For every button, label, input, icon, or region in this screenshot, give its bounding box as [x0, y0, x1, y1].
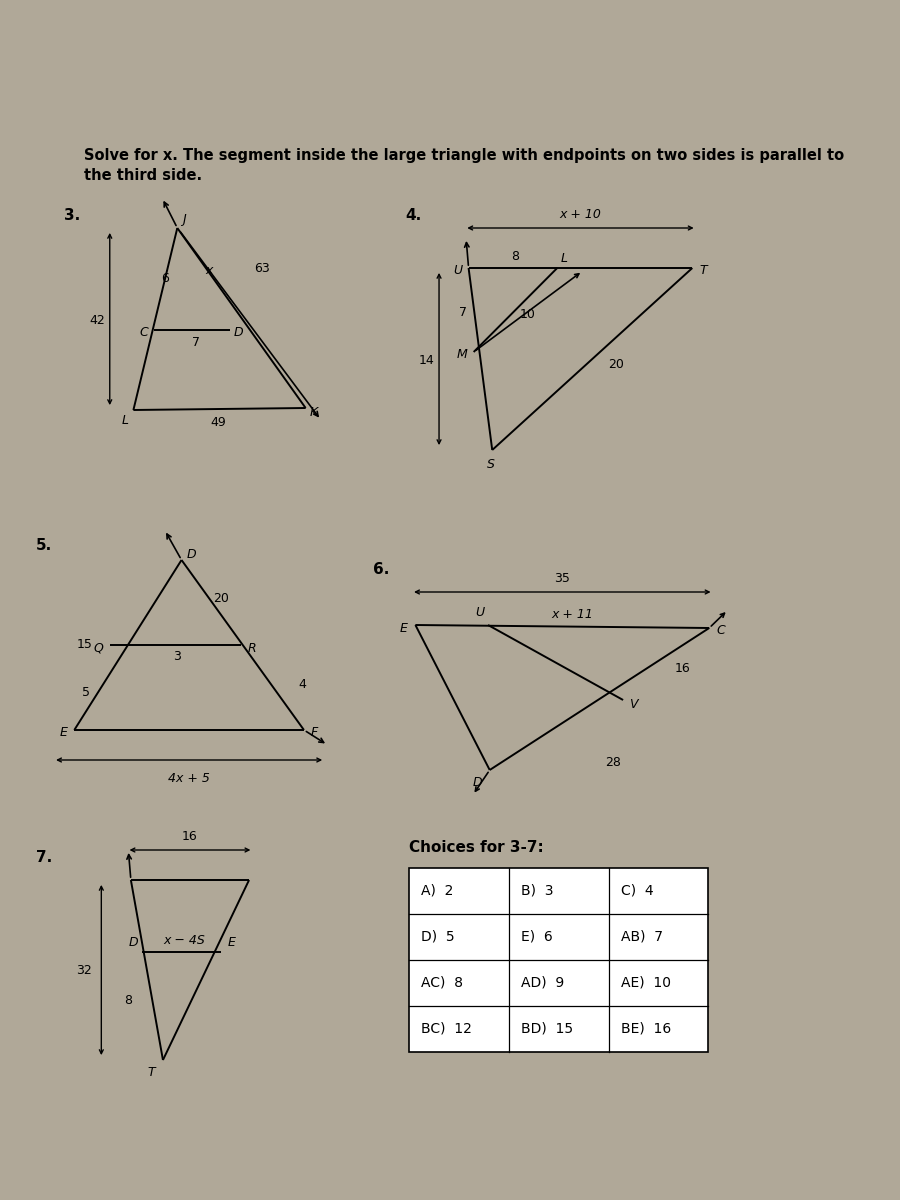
Text: BD)  15: BD) 15 — [521, 1022, 573, 1036]
Text: 7: 7 — [459, 306, 467, 319]
Text: 16: 16 — [182, 830, 198, 844]
Text: Solve for x. The segment inside the large triangle with endpoints on two sides i: Solve for x. The segment inside the larg… — [85, 148, 844, 163]
Text: 8: 8 — [511, 250, 519, 263]
Text: 20: 20 — [608, 359, 625, 372]
Text: E: E — [400, 622, 408, 635]
Text: 6.: 6. — [374, 563, 390, 577]
Text: 10: 10 — [520, 308, 536, 322]
Text: E: E — [59, 726, 68, 739]
Text: 28: 28 — [605, 756, 621, 768]
Text: BC)  12: BC) 12 — [421, 1022, 473, 1036]
Text: U: U — [453, 264, 463, 277]
Text: D: D — [233, 325, 243, 338]
Text: 7: 7 — [192, 336, 200, 348]
Text: T: T — [148, 1066, 155, 1079]
Text: BE)  16: BE) 16 — [621, 1022, 670, 1036]
Text: C)  4: C) 4 — [621, 884, 653, 898]
Text: AE)  10: AE) 10 — [621, 976, 670, 990]
Text: C: C — [716, 624, 725, 637]
Text: 4: 4 — [298, 678, 306, 691]
Text: K: K — [310, 407, 319, 420]
Text: AB)  7: AB) 7 — [621, 930, 662, 944]
Text: D: D — [473, 775, 482, 788]
Text: 32: 32 — [76, 964, 93, 977]
Text: M: M — [456, 348, 467, 361]
Text: 35: 35 — [554, 571, 571, 584]
Text: 49: 49 — [210, 415, 226, 428]
Text: L: L — [561, 252, 568, 264]
Text: AD)  9: AD) 9 — [521, 976, 564, 990]
Text: T: T — [699, 264, 707, 277]
Text: C: C — [140, 325, 148, 338]
Text: 20: 20 — [213, 592, 230, 605]
Text: D)  5: D) 5 — [421, 930, 454, 944]
Text: 15: 15 — [76, 637, 93, 650]
Text: Choices for 3-7:: Choices for 3-7: — [410, 840, 544, 856]
Text: B)  3: B) 3 — [521, 884, 553, 898]
Text: 6: 6 — [161, 271, 169, 284]
Text: F: F — [310, 726, 318, 739]
Text: V: V — [629, 698, 637, 712]
Text: 7.: 7. — [36, 851, 52, 865]
Text: E)  6: E) 6 — [521, 930, 553, 944]
Text: 42: 42 — [89, 313, 105, 326]
Text: x + 10: x + 10 — [559, 209, 601, 222]
Text: 4.: 4. — [406, 208, 422, 222]
Text: U: U — [475, 606, 484, 619]
Text: x: x — [206, 264, 213, 276]
Text: x + 11: x + 11 — [552, 608, 593, 622]
Text: x − 4S: x − 4S — [163, 934, 205, 947]
Text: the third side.: the third side. — [85, 168, 202, 182]
Text: L: L — [122, 414, 129, 426]
Text: 16: 16 — [674, 661, 690, 674]
Text: J: J — [182, 214, 186, 227]
Text: 4x + 5: 4x + 5 — [168, 772, 210, 785]
Text: R: R — [248, 642, 256, 654]
Text: 5.: 5. — [36, 538, 52, 552]
Text: A)  2: A) 2 — [421, 884, 454, 898]
Text: E: E — [228, 936, 235, 948]
Text: S: S — [487, 457, 494, 470]
Text: D: D — [129, 936, 139, 948]
Text: D: D — [187, 548, 196, 562]
Text: 5: 5 — [82, 686, 90, 700]
Text: 3: 3 — [174, 650, 181, 664]
Bar — [410, 868, 708, 1052]
Text: 14: 14 — [418, 354, 434, 366]
Text: Q: Q — [94, 642, 104, 654]
Text: AC)  8: AC) 8 — [421, 976, 464, 990]
Text: 3.: 3. — [64, 208, 80, 222]
Text: 8: 8 — [124, 994, 132, 1007]
Text: 63: 63 — [254, 262, 270, 275]
